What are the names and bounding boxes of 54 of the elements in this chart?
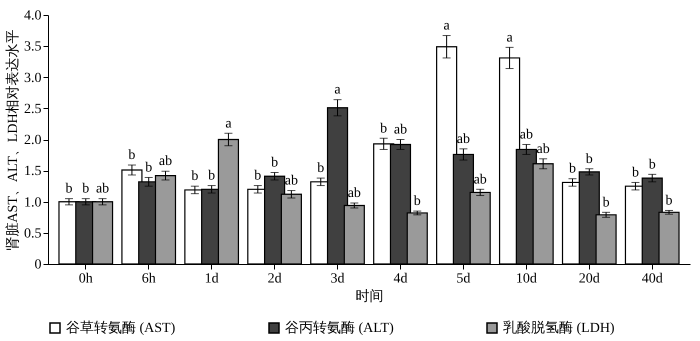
data-label: b	[271, 155, 278, 170]
y-axis-title: 肾脏AST、ALT、LDH相对表达水平	[5, 29, 21, 251]
data-label: a	[444, 18, 451, 34]
data-label: ab	[348, 186, 361, 201]
y-tick-label: 1.0	[24, 195, 42, 210]
data-label: ab	[474, 172, 487, 188]
y-tick-label: 3.0	[24, 70, 42, 86]
legend-label: 谷丙转氨酶 (ALT)	[285, 320, 394, 336]
data-label: b	[208, 168, 216, 184]
x-tick-label: 4d	[393, 272, 408, 286]
data-label: b	[82, 182, 90, 197]
x-axis-title: 时间	[356, 288, 384, 304]
x-tick-label: 2d	[268, 272, 282, 286]
data-label: b	[145, 160, 152, 176]
data-label: b	[666, 193, 673, 208]
y-tick-label: 1.5	[24, 164, 42, 180]
x-tick-label: 0h	[78, 272, 93, 286]
y-tick-label: 2.5	[24, 102, 42, 117]
data-label: ab	[394, 122, 408, 138]
y-tick-label: 0.5	[24, 226, 42, 242]
y-tick-label: 4.0	[24, 8, 42, 24]
y-tick-label: 0	[34, 258, 42, 272]
data-label: b	[191, 169, 198, 184]
data-label: ab	[520, 127, 533, 142]
data-label: b	[254, 168, 262, 184]
legend-label: 乳酸脱氢酶 (LDH)	[503, 320, 615, 336]
x-tick-label: 40d	[642, 272, 663, 286]
x-tick-label: 20d	[578, 272, 600, 286]
data-label: ab	[536, 142, 550, 157]
data-label: b	[317, 161, 324, 176]
data-label: ab	[284, 174, 298, 189]
data-label: b	[586, 152, 593, 167]
data-label: ab	[158, 154, 172, 170]
data-label: b	[602, 195, 610, 210]
data-label: b	[128, 148, 136, 164]
legend-label: 谷草转氨酶 (AST)	[66, 320, 176, 336]
data-label: ab	[96, 182, 110, 197]
y-tick-label: 3.5	[24, 40, 42, 55]
data-label: b	[569, 162, 576, 177]
x-tick-label: 3d	[330, 272, 345, 286]
y-tick-label: 2.0	[24, 133, 42, 148]
data-label: b	[648, 157, 656, 172]
x-tick-label: 1d	[204, 272, 219, 286]
data-label: b	[380, 121, 388, 136]
x-tick-label: 5d	[456, 272, 470, 286]
data-label: b	[414, 194, 421, 210]
x-tick-label: 6h	[142, 272, 156, 286]
data-label: a	[225, 116, 232, 132]
data-label: a	[506, 30, 514, 46]
data-label: b	[632, 165, 639, 180]
data-label: a	[334, 82, 342, 98]
data-label: ab	[456, 132, 470, 147]
x-tick-label: 10d	[516, 272, 537, 286]
data-label: b	[65, 182, 72, 197]
